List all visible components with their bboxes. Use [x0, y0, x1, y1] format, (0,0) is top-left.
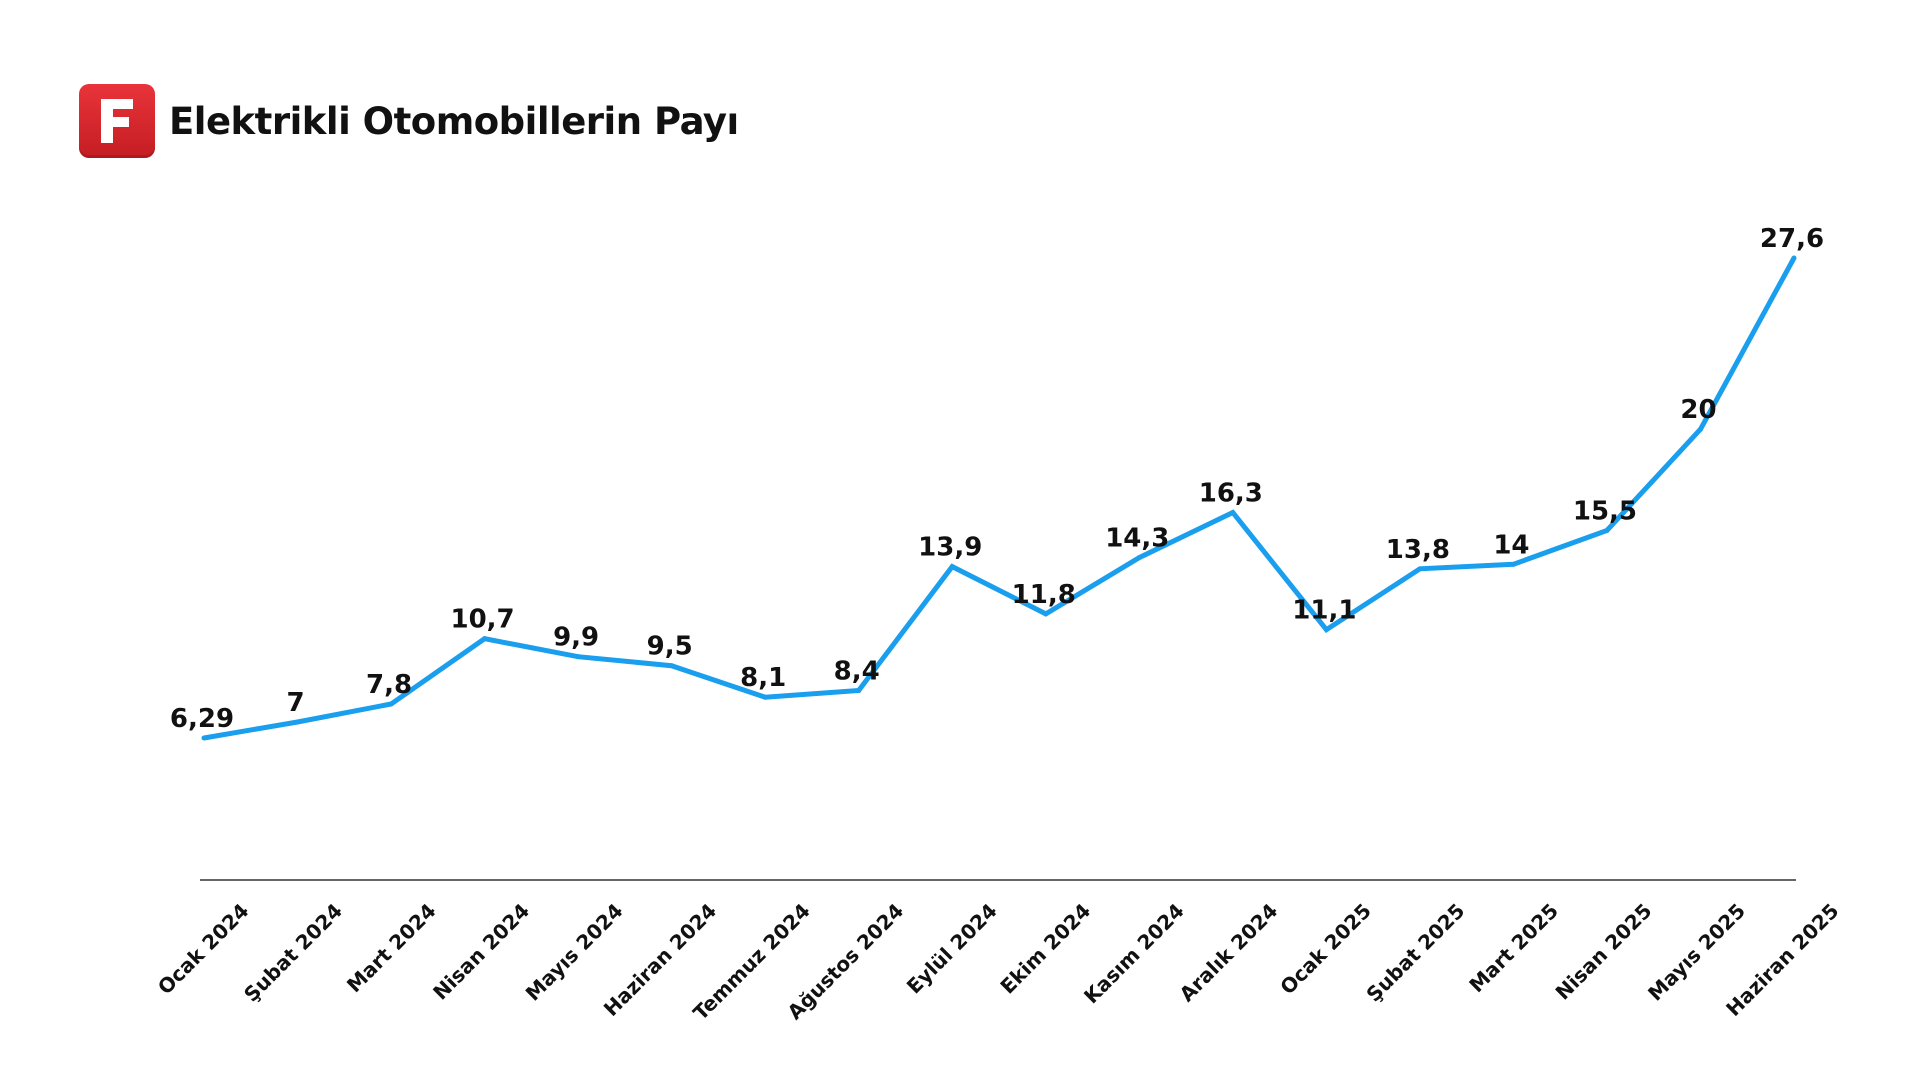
data-point [669, 663, 675, 669]
data-point [388, 701, 394, 707]
x-tick-label: Şubat 2025 [1361, 899, 1469, 1007]
data-label: 13,9 [918, 533, 982, 563]
data-point [1136, 555, 1142, 561]
data-label: 7,8 [366, 670, 412, 700]
data-point [1043, 611, 1049, 617]
x-tick-label: Mart 2025 [1464, 899, 1563, 998]
data-point [1791, 255, 1797, 261]
data-point [201, 735, 207, 741]
data-label: 10,7 [451, 605, 515, 635]
data-point [762, 694, 768, 700]
x-tick-label: Ocak 2024 [153, 899, 254, 1000]
data-label: 7 [286, 688, 304, 718]
x-tick-label: Aralık 2024 [1175, 899, 1283, 1007]
x-tick-label: Ekim 2024 [995, 899, 1095, 999]
data-point [575, 654, 581, 660]
data-label: 9,9 [553, 623, 599, 653]
data-point [1697, 426, 1703, 432]
data-label: 8,1 [740, 663, 786, 693]
x-tick-label: Kasım 2024 [1079, 899, 1189, 1009]
data-point [856, 687, 862, 693]
data-label: 6,29 [170, 704, 234, 734]
data-label: 14,3 [1105, 524, 1169, 554]
data-label: 16,3 [1199, 479, 1263, 509]
data-label: 15,5 [1573, 497, 1637, 527]
x-tick-label: Mayıs 2025 [1643, 899, 1750, 1006]
data-point [295, 719, 301, 725]
x-tick-label: Eylül 2024 [902, 899, 1002, 999]
series-line [203, 256, 1797, 741]
logo-f-icon [101, 99, 133, 143]
x-tick-label: Nisan 2024 [428, 899, 534, 1005]
chart-title: Elektrikli Otomobillerin Payı [169, 99, 739, 143]
data-label: 27,6 [1760, 224, 1824, 254]
data-label: 11,8 [1012, 580, 1076, 610]
data-label: 20 [1680, 395, 1716, 425]
x-tick-label: Ocak 2025 [1275, 899, 1376, 1000]
x-tick-label: Mart 2024 [342, 899, 441, 998]
data-point [1230, 510, 1236, 516]
data-point [949, 564, 955, 570]
x-tick-label: Şubat 2024 [239, 899, 347, 1007]
brand-logo [79, 84, 155, 158]
chart-header: Elektrikli Otomobillerin Payı [79, 84, 739, 158]
data-label: 9,5 [647, 632, 693, 662]
data-label: 13,8 [1386, 535, 1450, 565]
data-point [1604, 528, 1610, 534]
data-label: 14 [1493, 530, 1529, 560]
data-label: 8,4 [834, 656, 880, 686]
data-point [1417, 566, 1423, 572]
data-label: 11,1 [1292, 596, 1356, 626]
x-tick-label: Nisan 2025 [1551, 899, 1657, 1005]
data-point [1323, 627, 1329, 633]
data-point [482, 636, 488, 642]
data-point [1510, 561, 1516, 567]
x-tick-label: Mayıs 2024 [521, 899, 628, 1006]
